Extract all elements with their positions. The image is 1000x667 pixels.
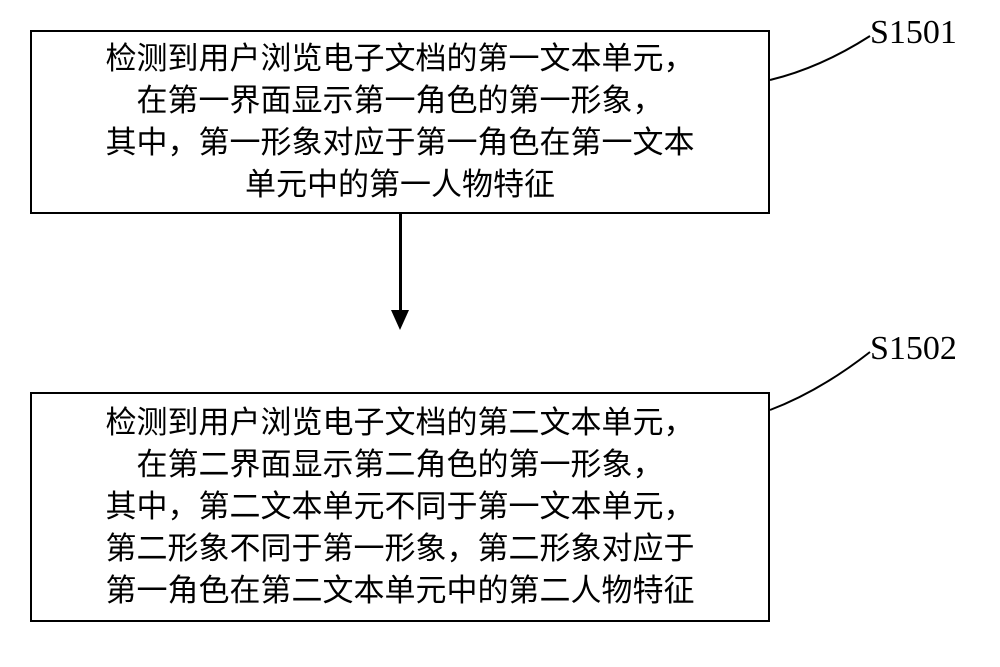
flowchart-canvas: 检测到用户浏览电子文档的第一文本单元，在第一界面显示第一角色的第一形象，其中，第… <box>0 0 1000 667</box>
callout-line <box>768 34 872 82</box>
arrow-head-icon <box>391 310 409 330</box>
step-text-line: 在第二界面显示第二角色的第一形象， <box>137 444 664 486</box>
callout-line <box>768 350 872 412</box>
step-text-line: 检测到用户浏览电子文档的第一文本单元， <box>106 38 695 80</box>
step-label: S1501 <box>870 14 957 52</box>
step-text-line: 检测到用户浏览电子文档的第二文本单元， <box>106 402 695 444</box>
step-label: S1502 <box>870 330 957 368</box>
flowchart-step-2: 检测到用户浏览电子文档的第二文本单元，在第二界面显示第二角色的第一形象，其中，第… <box>30 392 770 622</box>
arrow-shaft <box>399 214 402 310</box>
step-text-line: 其中，第一形象对应于第一角色在第一文本 <box>106 122 695 164</box>
step-text-line: 其中，第二文本单元不同于第一文本单元， <box>106 486 695 528</box>
step-text-line: 第一角色在第二文本单元中的第二人物特征 <box>106 570 695 612</box>
step-text-line: 在第一界面显示第一角色的第一形象， <box>137 80 664 122</box>
step-text-line: 单元中的第一人物特征 <box>245 164 555 206</box>
step-text-line: 第二形象不同于第一形象，第二形象对应于 <box>106 528 695 570</box>
flowchart-step-1: 检测到用户浏览电子文档的第一文本单元，在第一界面显示第一角色的第一形象，其中，第… <box>30 30 770 214</box>
